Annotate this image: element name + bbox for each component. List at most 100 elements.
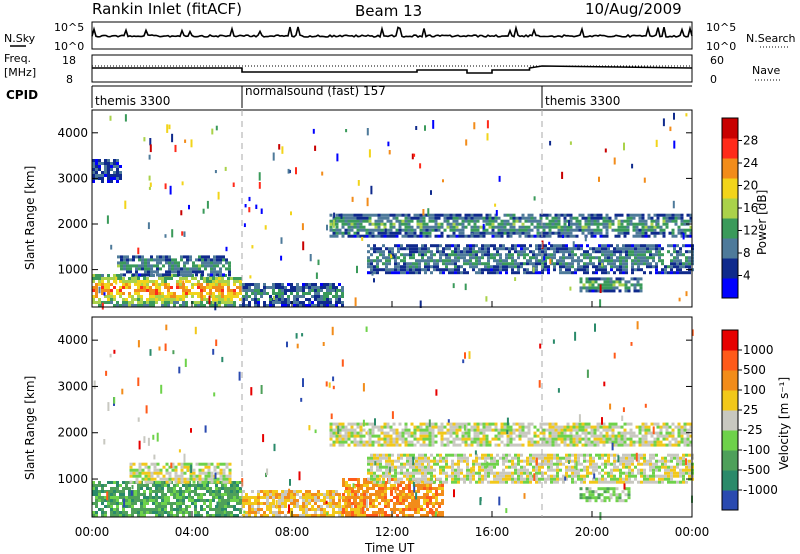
heatmap-cell — [478, 480, 481, 484]
heatmap-cell — [596, 428, 600, 432]
heatmap-cell — [617, 228, 621, 232]
heatmap-cell — [469, 474, 472, 478]
heatmap-cell — [481, 456, 484, 460]
heatmap-cell — [312, 128, 315, 134]
heatmap-cell — [174, 471, 178, 475]
heatmap-cell — [293, 490, 296, 493]
heatmap-cell — [617, 431, 621, 435]
heatmap-cell — [113, 514, 116, 517]
heatmap-cell — [574, 253, 577, 257]
heatmap-cell — [689, 434, 693, 438]
heatmap-cell — [594, 286, 598, 290]
heatmap-cell — [357, 481, 360, 484]
heatmap-cell — [606, 289, 610, 293]
heatmap-cell — [239, 487, 242, 490]
heatmap-cell — [430, 453, 433, 457]
heatmap-cell — [195, 270, 198, 274]
heatmap-cell — [533, 425, 537, 429]
heatmap-cell — [101, 511, 104, 514]
heatmap-cell — [442, 268, 445, 272]
heatmap-cell — [463, 247, 466, 251]
heatmap-cell — [452, 437, 456, 441]
heatmap-cell — [420, 484, 423, 487]
heatmap-cell — [101, 301, 104, 304]
heatmap-cell — [254, 289, 257, 292]
heatmap-cell — [366, 128, 369, 136]
heatmap-cell — [284, 298, 287, 301]
heatmap-cell — [556, 259, 559, 263]
heatmap-cell — [499, 265, 502, 269]
heatmap-cell — [225, 246, 228, 252]
heatmap-cell — [367, 468, 370, 472]
heatmap-cell — [551, 231, 555, 235]
heatmap-cell — [335, 431, 339, 435]
heatmap-cell — [629, 216, 633, 220]
heatmap-cell — [464, 219, 468, 223]
heatmap-cell — [218, 490, 221, 493]
heatmap-cell — [251, 289, 254, 292]
heatmap-cell — [388, 459, 391, 463]
nsky-tick-top: 10^5 — [54, 21, 84, 34]
heatmap-cell — [449, 228, 453, 232]
heatmap-cell — [194, 508, 197, 511]
heatmap-cell — [421, 259, 424, 263]
heatmap-cell — [445, 471, 448, 475]
heatmap-cell — [397, 262, 400, 266]
heatmap-cell — [539, 216, 543, 220]
heatmap-cell — [275, 514, 278, 517]
heatmap-cell — [605, 231, 609, 235]
heatmap-cell — [644, 219, 648, 223]
heatmap-cell — [656, 437, 660, 441]
heatmap-cell — [562, 256, 565, 260]
heatmap-cell — [314, 295, 317, 298]
heatmap-cell — [598, 247, 601, 251]
heatmap-cell — [115, 276, 118, 285]
heatmap-cell — [128, 283, 131, 286]
heatmap-cell — [417, 508, 420, 511]
heatmap-cell — [590, 231, 594, 235]
heatmap-cell — [338, 425, 342, 429]
heatmap-cell — [213, 270, 216, 274]
heatmap-cell — [332, 286, 335, 289]
heatmap-cell — [392, 437, 396, 441]
heatmap-cell — [317, 298, 320, 301]
heatmap-cell — [311, 505, 314, 508]
heatmap-cell — [186, 258, 189, 262]
heatmap-cell — [382, 256, 385, 260]
heatmap-cell — [371, 222, 375, 226]
heatmap-cell — [305, 514, 308, 517]
heatmap-cell — [451, 244, 454, 248]
heatmap-cell — [418, 268, 421, 272]
heatmap-cell — [397, 256, 400, 260]
heatmap-cell — [92, 289, 95, 292]
heatmap-cell — [486, 120, 489, 129]
heatmap-cell — [399, 484, 402, 487]
heatmap-cell — [398, 431, 402, 435]
heatmap-cell — [221, 508, 224, 511]
heatmap-cell — [381, 499, 384, 502]
heatmap-cell — [418, 271, 421, 275]
heatmap-cell — [627, 289, 631, 293]
heatmap-cell — [581, 225, 585, 229]
heatmap-cell — [542, 440, 546, 444]
heatmap-cell — [680, 428, 684, 432]
heatmap-cell — [616, 268, 619, 272]
heatmap-cell — [207, 258, 210, 262]
heatmap-cell — [342, 484, 345, 487]
heatmap-cell — [524, 225, 528, 229]
heatmap-cell — [683, 222, 687, 226]
heatmap-cell — [415, 247, 418, 251]
heatmap-cell — [360, 511, 363, 514]
heatmap-cell — [662, 443, 666, 447]
heatmap-cell — [620, 231, 624, 235]
heatmap-cell — [375, 505, 378, 508]
heatmap-cell — [611, 228, 615, 232]
heatmap-cell — [146, 508, 149, 511]
heatmap-cell — [441, 514, 444, 517]
heatmap-cell — [545, 428, 549, 432]
heatmap-cell — [527, 425, 531, 429]
heatmap-cell — [493, 256, 496, 260]
heatmap-cell — [266, 493, 269, 496]
heatmap-cell — [478, 268, 481, 272]
heatmap-cell — [446, 431, 450, 435]
